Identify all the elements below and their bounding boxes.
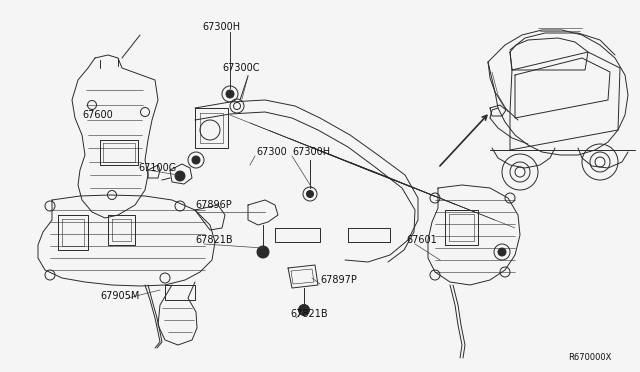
- Text: 67905M: 67905M: [100, 291, 140, 301]
- Circle shape: [307, 190, 314, 198]
- Circle shape: [192, 156, 200, 164]
- Text: 67601: 67601: [406, 235, 436, 245]
- Text: 67897P: 67897P: [320, 275, 357, 285]
- Text: 67300H: 67300H: [202, 22, 240, 32]
- Text: 67300H: 67300H: [292, 147, 330, 157]
- Circle shape: [498, 248, 506, 256]
- Text: 67300: 67300: [256, 147, 287, 157]
- Text: 67821B: 67821B: [290, 309, 328, 319]
- Circle shape: [175, 171, 185, 181]
- Text: R670000X: R670000X: [568, 353, 611, 362]
- Text: 67600: 67600: [82, 110, 113, 120]
- Circle shape: [298, 305, 310, 315]
- Text: 67300C: 67300C: [222, 63, 259, 73]
- Circle shape: [257, 246, 269, 258]
- Circle shape: [226, 90, 234, 98]
- Text: 67896P: 67896P: [195, 200, 232, 210]
- Text: 67100G: 67100G: [138, 163, 176, 173]
- Text: 67821B: 67821B: [195, 235, 232, 245]
